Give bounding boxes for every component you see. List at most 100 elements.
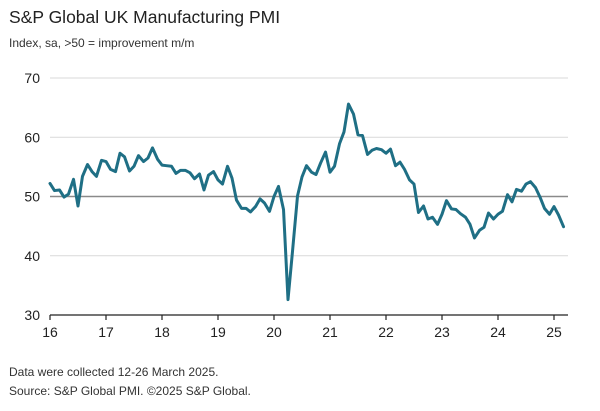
data-point	[221, 183, 224, 185]
pmi-line-chart: 30 40 50 60 70 16 17 18 19 20 21 22 23 24 25	[24, 70, 568, 340]
y-tick-label: 60	[24, 129, 40, 145]
data-point	[324, 151, 327, 153]
x-tick-label: 16	[42, 324, 58, 340]
data-point	[137, 154, 140, 157]
data-point	[249, 211, 252, 213]
data-point	[165, 164, 168, 167]
series-line-pmi	[48, 102, 566, 302]
data-point	[450, 208, 453, 210]
data-point	[142, 160, 145, 163]
data-point	[399, 161, 401, 164]
data-point	[529, 180, 532, 183]
data-point	[72, 178, 75, 181]
data-point	[338, 142, 341, 145]
data-point	[49, 182, 51, 185]
data-point	[408, 179, 411, 181]
data-point	[417, 211, 420, 214]
data-point	[203, 189, 205, 191]
data-point	[268, 210, 271, 213]
data-point	[422, 205, 425, 207]
data-point	[170, 165, 173, 168]
data-point	[385, 152, 387, 155]
data-point	[315, 173, 317, 176]
data-point	[207, 174, 210, 177]
data-point	[436, 223, 439, 226]
x-tick-label: 20	[266, 324, 282, 340]
data-point	[347, 103, 350, 105]
data-point	[175, 172, 177, 175]
data-point	[147, 157, 149, 159]
y-tick-label: 30	[24, 307, 40, 323]
data-point	[445, 199, 448, 202]
footnote-collection-dates: Data were collected 12-26 March 2025.	[9, 365, 219, 379]
data-point	[58, 189, 61, 191]
data-point	[277, 185, 280, 188]
data-point	[109, 168, 112, 171]
data-point	[161, 164, 163, 167]
x-tick-label: 18	[154, 324, 170, 340]
data-point	[333, 165, 336, 168]
data-point	[291, 250, 294, 253]
x-tick-label: 21	[322, 324, 338, 340]
data-point	[151, 147, 154, 149]
data-point	[245, 207, 247, 210]
data-point	[366, 153, 369, 156]
data-point	[511, 200, 513, 203]
y-tick-label: 70	[24, 70, 40, 86]
data-point	[371, 149, 373, 152]
data-point	[133, 165, 135, 168]
data-point	[413, 183, 415, 185]
data-point	[394, 164, 397, 167]
x-tick-label: 23	[434, 324, 450, 340]
data-point	[455, 208, 457, 211]
data-point	[189, 171, 191, 174]
data-point	[506, 193, 509, 196]
data-point	[53, 189, 56, 192]
data-point	[483, 226, 485, 229]
data-point	[427, 218, 429, 220]
data-point	[389, 148, 392, 151]
data-point	[184, 169, 187, 172]
data-point	[357, 133, 359, 136]
data-point	[254, 205, 257, 208]
data-point	[235, 199, 238, 201]
data-point	[231, 177, 233, 180]
data-point	[473, 237, 476, 239]
data-point	[156, 158, 159, 161]
x-tick-label: 17	[98, 324, 114, 340]
footnote-source: Source: S&P Global PMI. ©2025 S&P Global…	[9, 384, 251, 398]
data-point	[119, 152, 121, 155]
y-tick-label: 40	[24, 248, 40, 264]
y-tick-label: 50	[24, 189, 40, 205]
data-point	[431, 216, 434, 219]
data-point	[114, 170, 117, 173]
data-point	[548, 213, 551, 216]
data-point	[515, 188, 518, 191]
data-point	[212, 170, 215, 173]
data-point	[459, 212, 462, 215]
x-tick-label: 22	[378, 324, 394, 340]
data-point	[240, 207, 243, 210]
data-point	[100, 159, 103, 162]
data-point	[263, 202, 266, 204]
data-point	[343, 131, 345, 133]
data-point	[329, 171, 331, 174]
data-point	[525, 183, 527, 185]
data-point	[403, 168, 406, 171]
data-point	[501, 210, 504, 213]
data-point	[543, 207, 546, 210]
data-point	[105, 160, 107, 163]
data-point	[259, 197, 261, 200]
chart-title: S&P Global UK Manufacturing PMI	[9, 7, 281, 27]
data-point	[469, 223, 471, 226]
gridlines	[50, 77, 568, 257]
data-point	[123, 155, 126, 158]
data-point	[301, 176, 303, 178]
data-point	[67, 193, 70, 196]
data-point	[226, 165, 229, 168]
data-point	[193, 177, 196, 180]
data-point	[217, 179, 219, 181]
data-point	[497, 213, 499, 216]
data-point	[179, 169, 182, 172]
x-tick-label: 19	[210, 324, 226, 340]
